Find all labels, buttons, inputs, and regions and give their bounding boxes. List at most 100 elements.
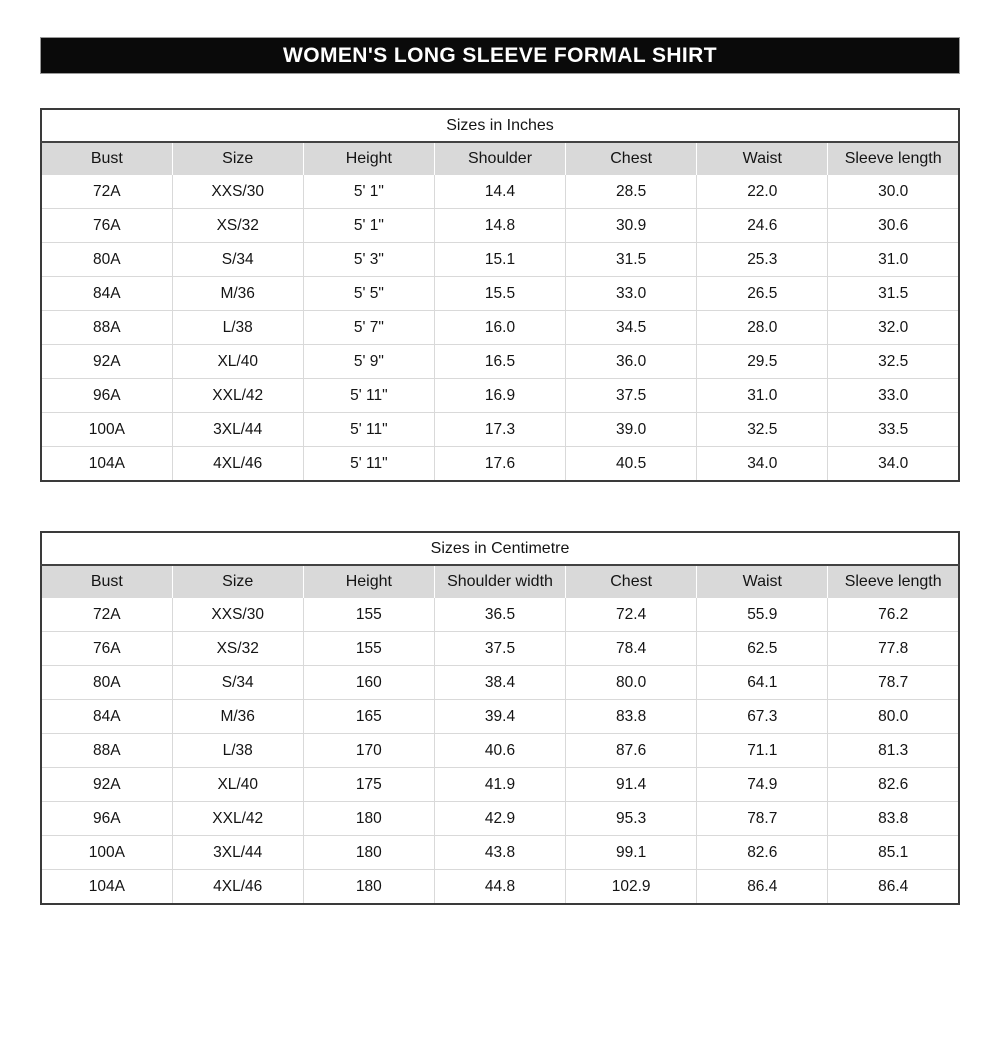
table-cell: 32.0 xyxy=(827,310,960,345)
table-cell: 28.0 xyxy=(696,310,829,345)
column-header: Waist xyxy=(696,565,829,598)
table-cell: 43.8 xyxy=(433,835,567,870)
table-cell: 33.0 xyxy=(565,276,698,311)
table-cell: 95.3 xyxy=(565,801,698,836)
table-cell: 16.0 xyxy=(433,310,567,345)
table-cell: 160 xyxy=(302,665,435,700)
table-cell: 37.5 xyxy=(565,378,698,413)
table-cell: 83.8 xyxy=(827,801,960,836)
column-header: Waist xyxy=(696,142,829,175)
table-row: 104A 4XL/46 5' 11" 17.6 40.5 34.0 34.0 xyxy=(40,446,960,482)
column-header: Size xyxy=(171,142,304,175)
table-cell: 155 xyxy=(302,597,435,632)
table-cell: M/36 xyxy=(171,276,304,311)
table-cell: 26.5 xyxy=(696,276,829,311)
table-cell: XS/32 xyxy=(171,631,304,666)
table-cell: 180 xyxy=(302,801,435,836)
table-cell: 31.5 xyxy=(565,242,698,277)
table-cell: 32.5 xyxy=(827,344,960,379)
table-cell: 34.0 xyxy=(827,446,960,482)
table-cell: 62.5 xyxy=(696,631,829,666)
table-cell: 88A xyxy=(40,310,173,345)
table-row: 96A XXL/42 5' 11" 16.9 37.5 31.0 33.0 xyxy=(40,378,960,413)
table-cell: 86.4 xyxy=(696,869,829,905)
column-header: Chest xyxy=(565,142,698,175)
column-header: Height xyxy=(302,142,435,175)
column-header: Size xyxy=(171,565,304,598)
column-header: Shoulder xyxy=(433,142,567,175)
table-cell: 39.4 xyxy=(433,699,567,734)
table-cell: 36.5 xyxy=(433,597,567,632)
table-cell: 80.0 xyxy=(565,665,698,700)
column-header: Height xyxy=(302,565,435,598)
table-cell: 76.2 xyxy=(827,597,960,632)
table-cell: M/36 xyxy=(171,699,304,734)
table-row: 72A XXS/30 155 36.5 72.4 55.9 76.2 xyxy=(40,597,960,632)
page-title-banner: WOMEN'S LONG SLEEVE FORMAL SHIRT xyxy=(40,37,960,74)
table-cell: 100A xyxy=(40,412,173,447)
table-cell: 92A xyxy=(40,767,173,802)
table-cell: 76A xyxy=(40,631,173,666)
table-cell: 71.1 xyxy=(696,733,829,768)
table-cell: 88A xyxy=(40,733,173,768)
table-cell: 80A xyxy=(40,242,173,277)
table-cell: 17.6 xyxy=(433,446,567,482)
table-cell: 155 xyxy=(302,631,435,666)
table-cell: 44.8 xyxy=(433,869,567,905)
table-cell: 41.9 xyxy=(433,767,567,802)
table-cell: 33.0 xyxy=(827,378,960,413)
table-cell: 25.3 xyxy=(696,242,829,277)
table-cell: XS/32 xyxy=(171,208,304,243)
table-cell: 72.4 xyxy=(565,597,698,632)
table-cell: 3XL/44 xyxy=(171,412,304,447)
table-cell: 5' 11" xyxy=(302,446,435,482)
column-header: Bust xyxy=(40,565,173,598)
table-cell: 86.4 xyxy=(827,869,960,905)
table-title: Sizes in Inches xyxy=(41,109,959,143)
table-cell: 84A xyxy=(40,699,173,734)
table-cell: 78.7 xyxy=(696,801,829,836)
table-cell: 5' 11" xyxy=(302,378,435,413)
table-row: 76A XS/32 155 37.5 78.4 62.5 77.8 xyxy=(40,631,960,666)
table-cell: 39.0 xyxy=(565,412,698,447)
table-row: 96A XXL/42 180 42.9 95.3 78.7 83.8 xyxy=(40,801,960,836)
table-cell: 170 xyxy=(302,733,435,768)
table-cell: 100A xyxy=(40,835,173,870)
table-cell: XXS/30 xyxy=(171,597,304,632)
table-cell: 77.8 xyxy=(827,631,960,666)
table-cell: 72A xyxy=(40,174,173,209)
table-cell: 31.5 xyxy=(827,276,960,311)
table-cell: 31.0 xyxy=(827,242,960,277)
table-cell: 42.9 xyxy=(433,801,567,836)
table-cell: 5' 1" xyxy=(302,208,435,243)
table-cell: XXL/42 xyxy=(171,801,304,836)
table-cell: XXL/42 xyxy=(171,378,304,413)
table-cell: 180 xyxy=(302,869,435,905)
table-row: 88A L/38 170 40.6 87.6 71.1 81.3 xyxy=(40,733,960,768)
table-cell: 28.5 xyxy=(565,174,698,209)
table-cell: 37.5 xyxy=(433,631,567,666)
table-cell: 96A xyxy=(40,378,173,413)
table-cell: 30.6 xyxy=(827,208,960,243)
table-cell: 5' 5" xyxy=(302,276,435,311)
table-cell: 104A xyxy=(40,446,173,482)
table-title-row: Sizes in Inches xyxy=(41,109,959,143)
table-cell: L/38 xyxy=(171,733,304,768)
table-cell: 31.0 xyxy=(696,378,829,413)
table-header-row: Bust Size Height Shoulder width Chest Waist Sl… xyxy=(40,565,960,598)
table-cell: 16.9 xyxy=(433,378,567,413)
table-cell: 102.9 xyxy=(565,869,698,905)
table-cell: 78.4 xyxy=(565,631,698,666)
table-cell: XL/40 xyxy=(171,767,304,802)
table-row: 92A XL/40 5' 9" 16.5 36.0 29.5 32.5 xyxy=(40,344,960,379)
table-cell: 33.5 xyxy=(827,412,960,447)
table-cell: XXS/30 xyxy=(171,174,304,209)
column-header: Sleeve length xyxy=(827,142,960,175)
table-cell: 38.4 xyxy=(433,665,567,700)
table-cell: 29.5 xyxy=(696,344,829,379)
table-cell: 16.5 xyxy=(433,344,567,379)
table-cell: 17.3 xyxy=(433,412,567,447)
sizes-in-centimetre-table: Sizes in Centimetre Bust Size Height Shoulde… xyxy=(40,531,960,905)
table-cell: 165 xyxy=(302,699,435,734)
page-title: WOMEN'S LONG SLEEVE FORMAL SHIRT xyxy=(283,43,717,67)
